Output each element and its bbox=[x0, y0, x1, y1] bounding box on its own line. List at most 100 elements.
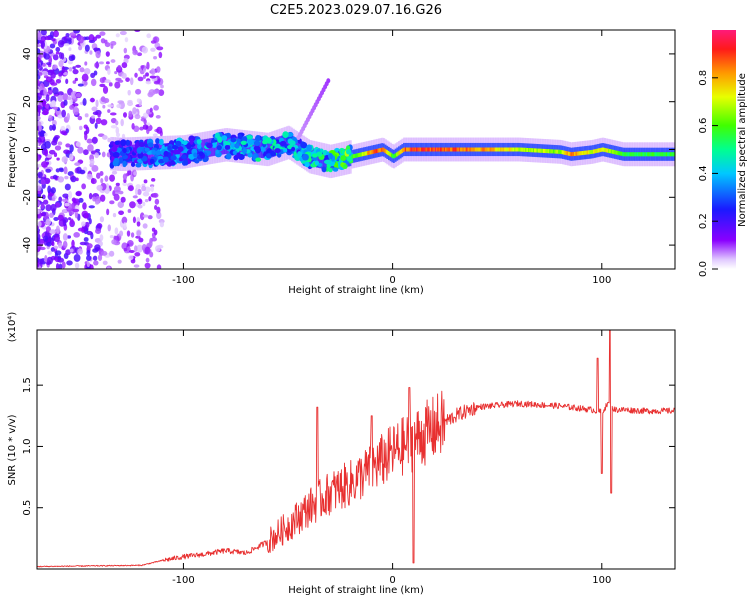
ridge-core bbox=[360, 152, 363, 157]
noise-blob bbox=[95, 34, 102, 39]
spectrogram-ylabel: Frequency (Hz) bbox=[7, 112, 18, 188]
noise-blob bbox=[127, 185, 134, 192]
noise-blob bbox=[46, 241, 52, 247]
noise-blob bbox=[140, 65, 145, 69]
noise-blob bbox=[89, 50, 93, 55]
noise-blob bbox=[37, 209, 40, 215]
noise-blob bbox=[117, 259, 122, 264]
noise-blob bbox=[57, 141, 63, 146]
noise-blob bbox=[67, 96, 72, 101]
ridge-core bbox=[442, 147, 445, 152]
noise-blob bbox=[156, 46, 164, 51]
ridge-core bbox=[659, 152, 662, 157]
noise-blob bbox=[121, 72, 127, 79]
ridge-blob bbox=[151, 149, 156, 155]
noise-blob bbox=[37, 200, 41, 207]
ridge-core bbox=[523, 147, 526, 152]
noise-blob bbox=[142, 214, 149, 218]
ridge-blob bbox=[122, 147, 127, 154]
noise-blob bbox=[51, 38, 56, 42]
noise-blob bbox=[72, 66, 76, 70]
ridge-blob bbox=[311, 156, 318, 162]
ridge-blob bbox=[181, 154, 187, 160]
ridge-core bbox=[537, 148, 540, 153]
ridge-blob bbox=[155, 150, 162, 156]
noise-blob bbox=[78, 197, 84, 203]
ridge-core bbox=[433, 147, 436, 152]
ridge-blob bbox=[168, 161, 176, 166]
ridge-blob bbox=[224, 141, 231, 146]
ridge-core bbox=[477, 147, 480, 152]
noise-blob bbox=[88, 192, 93, 200]
ridge-core bbox=[644, 152, 647, 157]
ridge-core bbox=[358, 152, 361, 157]
noise-blob bbox=[42, 99, 47, 107]
ridge-core bbox=[528, 148, 531, 153]
noise-blob bbox=[37, 230, 40, 235]
noise-blob bbox=[55, 51, 60, 55]
noise-blob bbox=[65, 78, 69, 85]
ridge-core bbox=[392, 154, 395, 159]
ridge-core bbox=[657, 152, 660, 157]
ridge-core bbox=[468, 147, 471, 152]
noise-blob bbox=[154, 204, 158, 210]
noise-blob bbox=[108, 250, 115, 257]
noise-blob bbox=[132, 216, 136, 224]
ridge-core bbox=[418, 147, 421, 152]
noise-blob bbox=[93, 47, 100, 51]
ridge-core bbox=[565, 151, 568, 156]
ridge-core bbox=[387, 150, 390, 155]
y-tick-label: -20 bbox=[22, 189, 33, 205]
ridge-core bbox=[496, 147, 499, 152]
noise-blob bbox=[149, 251, 154, 258]
noise-blob bbox=[51, 124, 56, 131]
ridge-blob bbox=[254, 146, 261, 154]
noise-blob bbox=[47, 185, 51, 194]
noise-blob bbox=[111, 170, 118, 175]
ridge-core bbox=[383, 148, 386, 153]
ridge-core bbox=[374, 149, 377, 154]
ridge-core bbox=[664, 152, 667, 157]
noise-blob bbox=[132, 50, 139, 56]
ridge-core bbox=[352, 154, 355, 159]
ridge-core bbox=[655, 152, 658, 157]
noise-blob bbox=[110, 43, 114, 49]
ridge-core bbox=[458, 147, 461, 152]
noise-blob bbox=[38, 124, 42, 132]
noise-blob bbox=[85, 126, 90, 135]
ridge-core bbox=[595, 148, 598, 153]
ridge-core bbox=[407, 147, 410, 152]
noise-blob bbox=[37, 115, 41, 121]
ridge-blob bbox=[144, 147, 150, 152]
noise-blob bbox=[123, 112, 127, 118]
noise-blob bbox=[152, 192, 159, 198]
noise-blob bbox=[144, 246, 151, 255]
noise-blob bbox=[45, 76, 53, 83]
ridge-core bbox=[549, 149, 552, 154]
ridge-blob bbox=[187, 149, 193, 154]
noise-blob bbox=[69, 104, 75, 110]
noise-blob bbox=[53, 234, 61, 243]
noise-blob bbox=[37, 121, 42, 127]
noise-blob bbox=[41, 70, 49, 76]
noise-blob bbox=[134, 30, 141, 33]
ridge-blob bbox=[130, 161, 136, 168]
noise-blob bbox=[71, 239, 75, 248]
noise-blob bbox=[38, 72, 43, 76]
noise-blob bbox=[153, 105, 159, 111]
ridge-core bbox=[452, 147, 455, 152]
noise-blob bbox=[116, 104, 122, 109]
ridge-band bbox=[249, 138, 252, 157]
noise-blob bbox=[63, 72, 69, 76]
ridge-blob bbox=[311, 153, 318, 158]
noise-blob bbox=[52, 65, 57, 70]
ridge-core bbox=[564, 150, 567, 155]
ridge-core bbox=[501, 147, 504, 152]
noise-blob bbox=[147, 215, 153, 220]
noise-blob bbox=[62, 93, 69, 101]
noise-blob bbox=[128, 249, 135, 253]
ridge-blob bbox=[125, 139, 131, 146]
noise-blob bbox=[110, 59, 116, 63]
ridge-blob bbox=[241, 148, 248, 154]
noise-blob bbox=[110, 125, 118, 129]
